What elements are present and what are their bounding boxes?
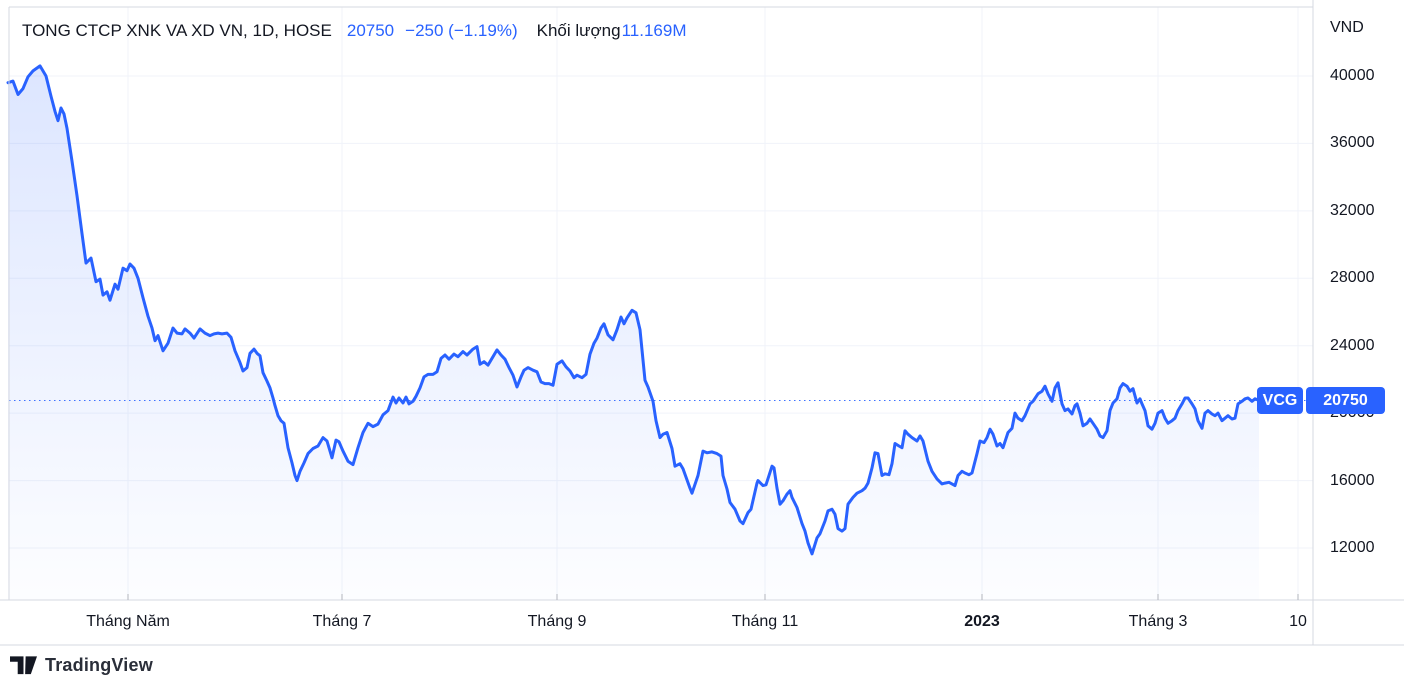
symbol-title: TONG CTCP XNK VA XD VN, 1D, HOSE bbox=[22, 21, 332, 40]
volume-value: 11.169M bbox=[621, 21, 687, 40]
price-line[interactable] bbox=[6, 64, 1261, 556]
area-fill bbox=[8, 65, 1259, 600]
chart-legend[interactable]: TONG CTCP XNK VA XD VN, 1D, HOSE 20750 −… bbox=[22, 22, 686, 40]
last-price: 20750 bbox=[346, 21, 395, 40]
price-badge-symbol-text: VCG bbox=[1262, 391, 1298, 409]
tradingview-logo[interactable]: TradingView bbox=[10, 655, 153, 676]
price-badge-value-text: 20750 bbox=[1323, 391, 1368, 409]
price-badge-value: 20750 bbox=[1306, 387, 1385, 414]
price-badge-symbol: VCG bbox=[1257, 387, 1303, 414]
tradingview-wordmark: TradingView bbox=[45, 655, 153, 675]
tradingview-icon bbox=[10, 656, 37, 675]
price-change: −250 (−1.19%) bbox=[405, 21, 518, 40]
volume-label: Khối lượng bbox=[536, 21, 621, 40]
